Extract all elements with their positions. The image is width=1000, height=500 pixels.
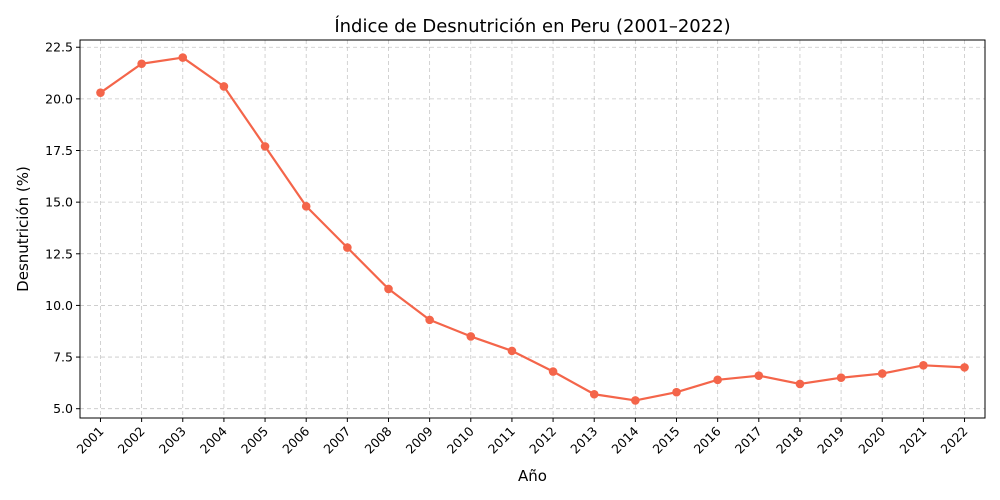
data-point-2003 (178, 53, 188, 62)
data-point-2017 (754, 371, 764, 380)
x-tick-label: 2020 (855, 423, 888, 456)
series-layer (96, 53, 969, 405)
data-point-2018 (795, 379, 805, 389)
x-tick-label: 2021 (896, 424, 929, 457)
x-tick-label: 2014 (608, 423, 641, 456)
x-tick-label: 2012 (526, 424, 559, 457)
data-point-2022 (960, 363, 969, 372)
y-tick-label: 20.0 (45, 91, 73, 106)
x-tick-label: 2007 (320, 424, 353, 457)
x-tick-label: 2008 (362, 423, 395, 456)
data-point-2012 (548, 367, 558, 376)
x-tick-label: 2005 (238, 424, 271, 457)
grid (80, 40, 985, 418)
series-line (99, 56, 965, 402)
y-tick-label: 17.5 (45, 143, 73, 158)
x-tick-label: 2003 (156, 424, 189, 457)
data-point-2006 (301, 201, 311, 211)
data-point-2004 (219, 82, 229, 91)
x-tick-label: 2006 (279, 423, 312, 456)
y-tick-label: 15.0 (45, 195, 73, 210)
x-tick-label: 2022 (938, 424, 971, 457)
chart-title: Índice de Desnutrición en Peru (2001–202… (334, 15, 730, 37)
data-point-2002 (137, 59, 146, 69)
y-axis-label: Desnutrición (%) (14, 166, 32, 292)
x-tick-label: 2009 (403, 423, 436, 456)
data-point-2010 (466, 332, 476, 341)
data-point-2001 (96, 88, 105, 97)
x-axis-label: Año (518, 467, 547, 485)
y-tick-label: 22.5 (45, 40, 73, 55)
x-tick-label: 2010 (444, 423, 477, 456)
x-tick-label: 2011 (485, 424, 518, 457)
x-tick-label: 2016 (691, 423, 724, 456)
y-tick-label: 12.5 (45, 246, 73, 261)
y-tick-label: 10.0 (45, 298, 73, 313)
data-point-2014 (631, 396, 640, 405)
x-tick-label: 2013 (567, 424, 600, 457)
data-point-2019 (836, 373, 846, 383)
data-point-2015 (672, 387, 681, 397)
data-point-2021 (919, 361, 928, 370)
x-tick-label: 2015 (650, 424, 683, 457)
axis-ticks: 2001 2002 2003 2004 2005 2006 2007 2008 2009 2010… (45, 40, 970, 457)
data-point-2016 (713, 375, 722, 385)
x-tick-label: 2019 (814, 423, 847, 456)
data-point-2005 (260, 142, 270, 151)
x-tick-label: 2002 (115, 424, 148, 457)
data-point-2009 (425, 315, 434, 325)
x-tick-label: 2001 (73, 424, 106, 457)
x-tick-label: 2017 (732, 424, 765, 457)
y-tick-label: 5.0 (53, 401, 73, 416)
plot-area-frame (79, 39, 986, 419)
data-point-2020 (877, 369, 887, 378)
data-point-2011 (507, 346, 517, 356)
data-point-2008 (384, 284, 393, 294)
data-point-2007 (343, 243, 352, 252)
y-tick-label: 7.5 (53, 350, 73, 365)
x-tick-label: 2018 (773, 423, 806, 456)
x-tick-label: 2004 (197, 423, 230, 456)
data-point-2013 (589, 389, 599, 399)
